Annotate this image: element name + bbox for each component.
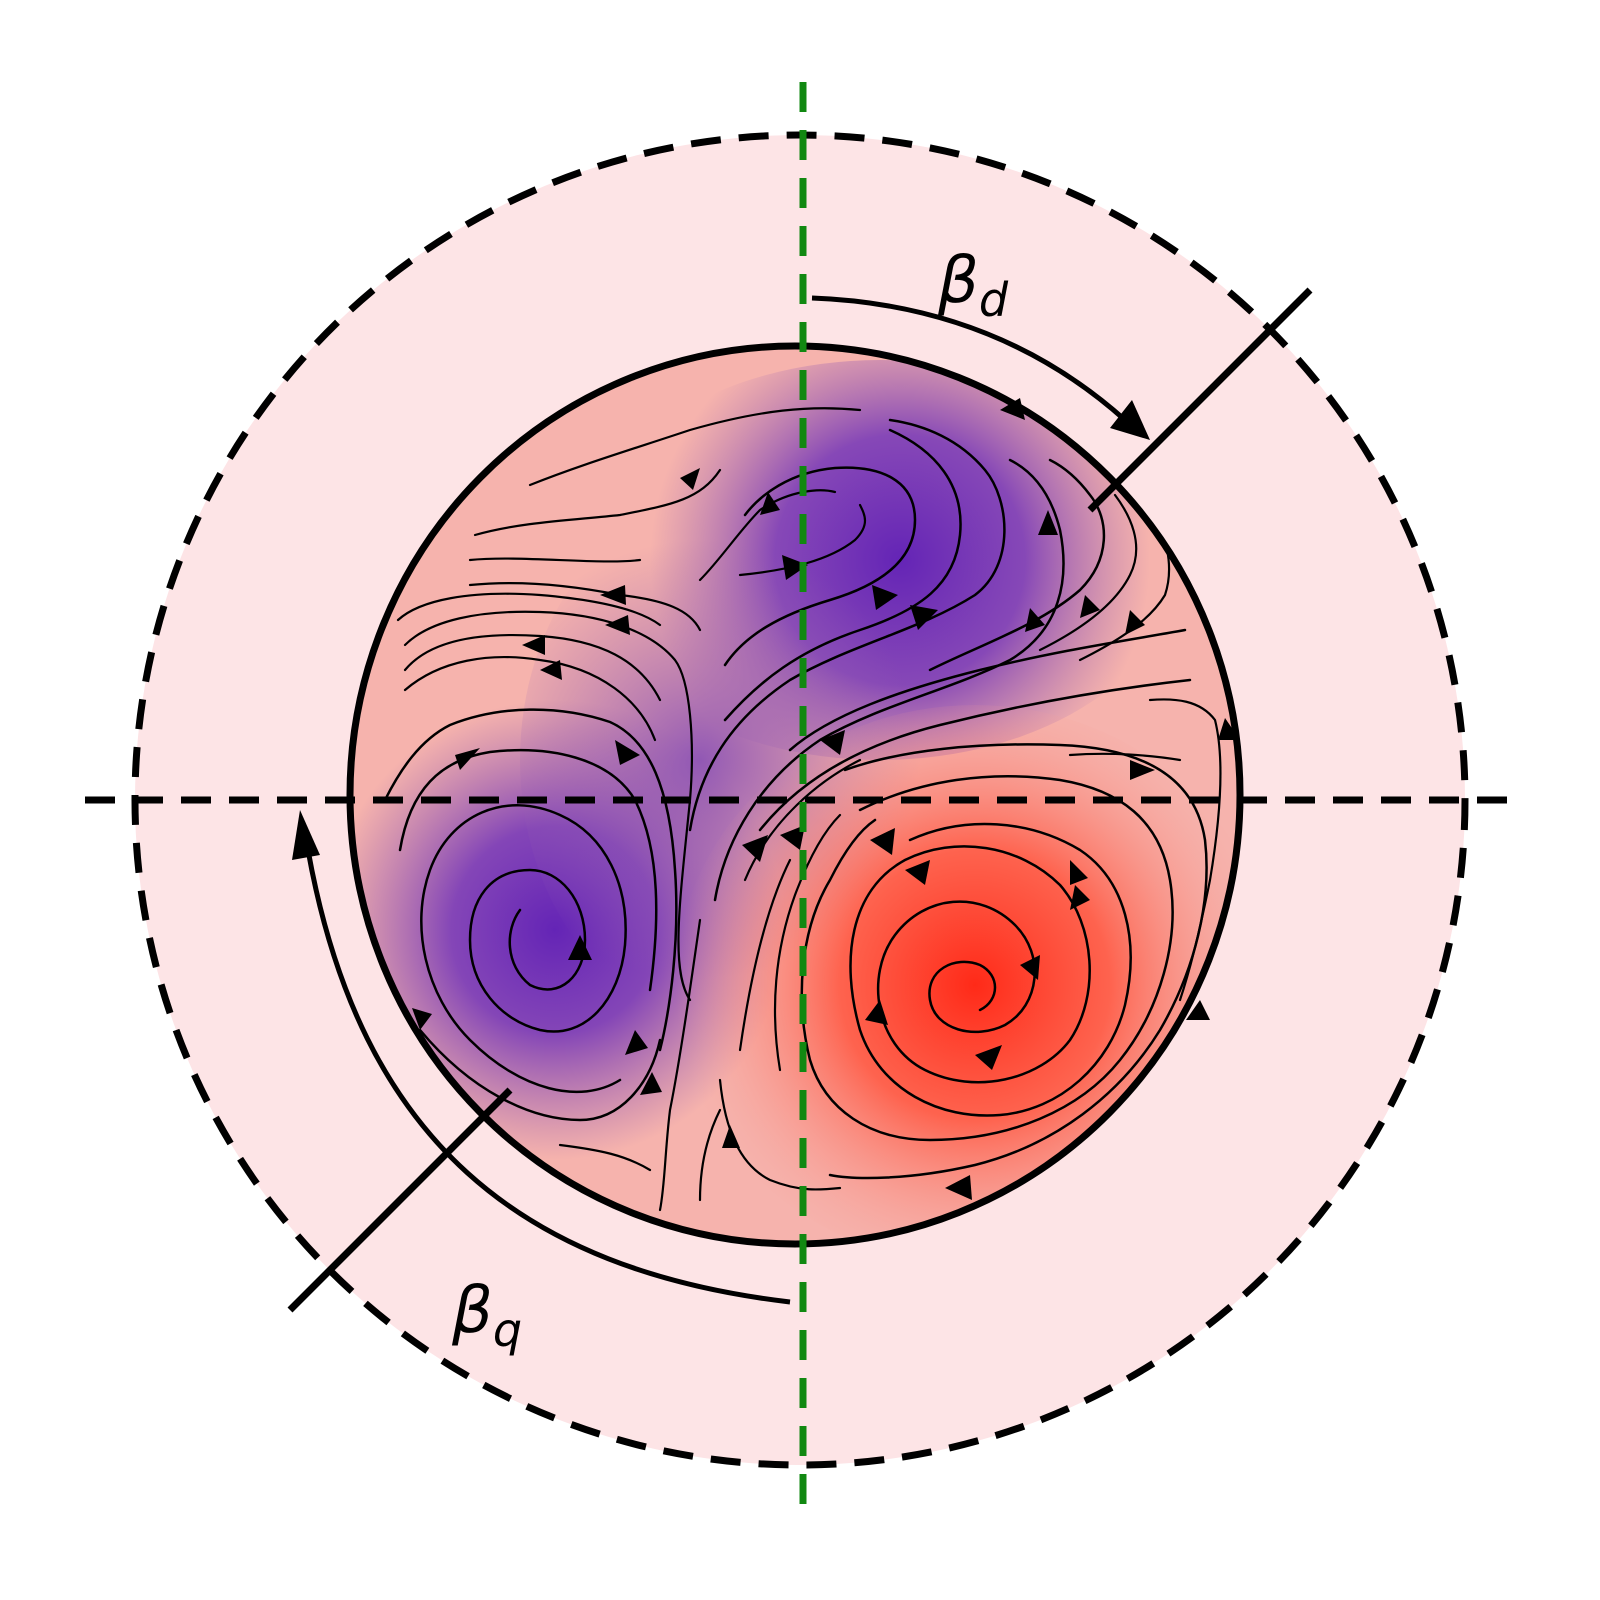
arrow-head-icon <box>600 585 626 605</box>
arrow-head-icon <box>722 1125 740 1148</box>
streamline <box>1068 752 1182 762</box>
arrow-head-icon <box>540 660 562 680</box>
arrow-head-icon <box>615 740 640 765</box>
streamline <box>403 655 657 742</box>
arrow-head-icon <box>455 748 480 770</box>
streamline <box>1038 493 1138 652</box>
arrow-head-icon <box>680 468 700 490</box>
streamline <box>738 503 867 577</box>
arrow-head-icon <box>870 828 895 855</box>
streamline <box>773 813 842 1072</box>
arrow-head-icon <box>625 1030 648 1055</box>
arrow-head-icon <box>865 1000 888 1025</box>
streamline <box>468 557 642 563</box>
arrow-head-icon <box>1020 955 1040 980</box>
streamline <box>528 407 862 487</box>
streamline <box>558 1143 652 1172</box>
beta-q-label: βq <box>451 1274 522 1357</box>
arrow-head-icon <box>1038 510 1058 535</box>
streamline <box>743 758 862 882</box>
streamline <box>398 749 658 992</box>
rotor-boundary <box>346 342 1244 1248</box>
arrow-head-icon <box>605 615 630 635</box>
d-axis-line <box>1087 287 1313 513</box>
streamline-arrows <box>412 398 1240 1200</box>
arrow-head-icon <box>522 635 545 655</box>
arrow-head-icon <box>568 935 592 960</box>
arrow-head-icon <box>1125 610 1145 635</box>
arrow-head-icon <box>820 730 845 755</box>
arrow-head-icon <box>780 825 805 850</box>
arrow-head-icon <box>1025 608 1045 632</box>
arrow-head-icon <box>1186 1000 1210 1020</box>
streamline <box>698 1108 722 1202</box>
arrow-head-icon <box>640 1072 662 1095</box>
arrow-head-icon <box>292 810 320 860</box>
streamline <box>1148 698 1222 1002</box>
beta-q-arc <box>305 849 791 1305</box>
arrow-head-icon <box>412 1008 432 1030</box>
arrow-head-icon <box>1110 400 1150 440</box>
arrow-head-icon <box>872 585 898 610</box>
streamline <box>473 468 722 537</box>
arrow-head-icon <box>1130 760 1155 780</box>
streamline <box>403 610 693 1002</box>
streamline <box>698 489 837 582</box>
q-axis-line <box>287 1087 513 1313</box>
streamline <box>718 1078 842 1191</box>
arrow-head-icon <box>975 1045 1002 1070</box>
arrow-head-icon <box>782 555 808 580</box>
arrow-head-icon <box>1070 860 1088 885</box>
arrow-head-icon <box>1080 595 1100 618</box>
streamline <box>738 858 792 1052</box>
arrow-head-icon <box>742 835 768 862</box>
arrow-head-icon <box>1070 885 1090 910</box>
streamline <box>849 822 1132 1117</box>
streamline <box>658 918 702 1212</box>
arrow-head-icon <box>910 605 938 630</box>
streamline <box>758 678 1192 832</box>
streamline <box>418 1028 662 1122</box>
arrow-head-icon <box>760 492 780 515</box>
streamline <box>788 628 1187 752</box>
beta-d-label: βd <box>937 244 1009 327</box>
streamline <box>396 592 662 627</box>
streamline <box>713 458 1065 902</box>
streamline <box>688 418 1006 832</box>
streamline <box>403 633 662 702</box>
streamline <box>420 804 627 1093</box>
beta-d-arc <box>811 295 1127 422</box>
streamline <box>723 428 962 722</box>
arrow-head-icon <box>905 860 930 885</box>
streamline <box>928 458 1106 672</box>
streamline <box>383 708 678 1052</box>
arrow-head-icon <box>945 1175 972 1200</box>
